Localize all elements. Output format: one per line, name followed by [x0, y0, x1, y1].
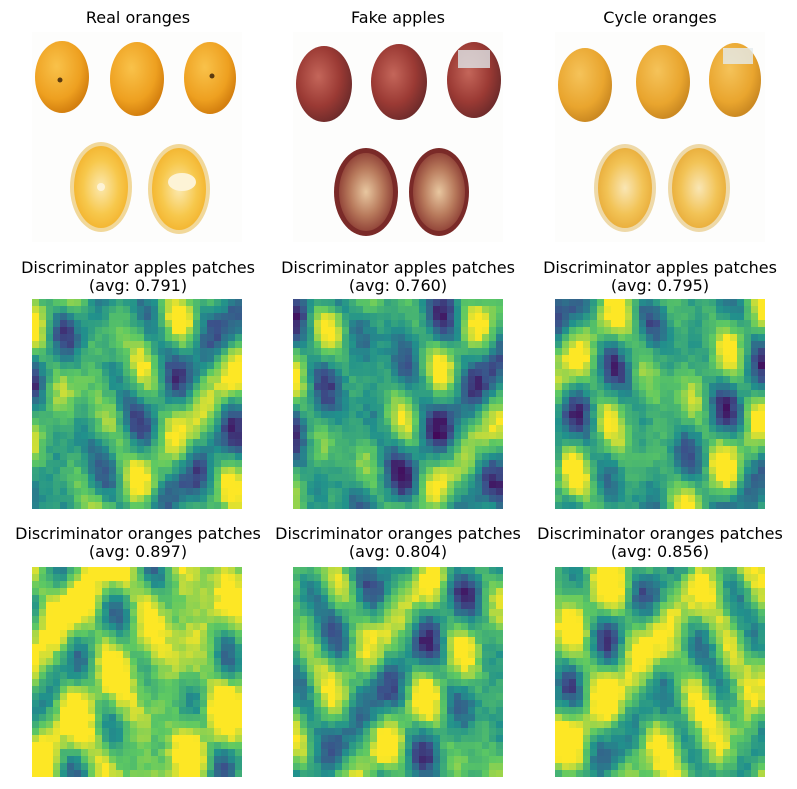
- title-line: Discriminator oranges patches: [537, 524, 783, 543]
- disc-apples-title-3: Discriminator apples patches (avg: 0.795…: [527, 259, 793, 295]
- cycle-oranges-title: Cycle oranges: [603, 8, 717, 27]
- title-line: Discriminator oranges patches: [15, 524, 261, 543]
- title-line: Discriminator apples patches: [281, 258, 515, 277]
- disc-apples-title-2: Discriminator apples patches (avg: 0.760…: [265, 259, 531, 295]
- fake-apples-title: Fake apples: [351, 8, 445, 27]
- real-oranges-title: Real oranges: [85, 8, 191, 27]
- disc-oranges-title-2: Discriminator oranges patches (avg: 0.80…: [265, 525, 531, 561]
- fake-apples-image: [293, 32, 503, 242]
- title-avg: (avg: 0.791): [88, 276, 188, 295]
- title-line: Discriminator apples patches: [21, 258, 255, 277]
- disc-apples-heatmap-2: [293, 299, 503, 509]
- disc-apples-heatmap-1: [32, 299, 242, 509]
- disc-apples-heatmap-3: [555, 299, 765, 509]
- disc-oranges-heatmap-2: [293, 567, 503, 777]
- title-avg: (avg: 0.760): [348, 276, 448, 295]
- title-avg: (avg: 0.856): [610, 542, 710, 561]
- cycle-oranges-image: [555, 32, 765, 242]
- real-oranges-image: [32, 32, 242, 242]
- title-line: Discriminator apples patches: [543, 258, 777, 277]
- title-avg: (avg: 0.795): [610, 276, 710, 295]
- title-avg: (avg: 0.897): [88, 542, 188, 561]
- title-avg: (avg: 0.804): [348, 542, 448, 561]
- disc-oranges-title-1: Discriminator oranges patches (avg: 0.89…: [5, 525, 271, 561]
- title-line: Discriminator oranges patches: [275, 524, 521, 543]
- disc-oranges-heatmap-1: [32, 567, 242, 777]
- disc-apples-title-1: Discriminator apples patches (avg: 0.791…: [5, 259, 271, 295]
- disc-oranges-title-3: Discriminator oranges patches (avg: 0.85…: [527, 525, 793, 561]
- disc-oranges-heatmap-3: [555, 567, 765, 777]
